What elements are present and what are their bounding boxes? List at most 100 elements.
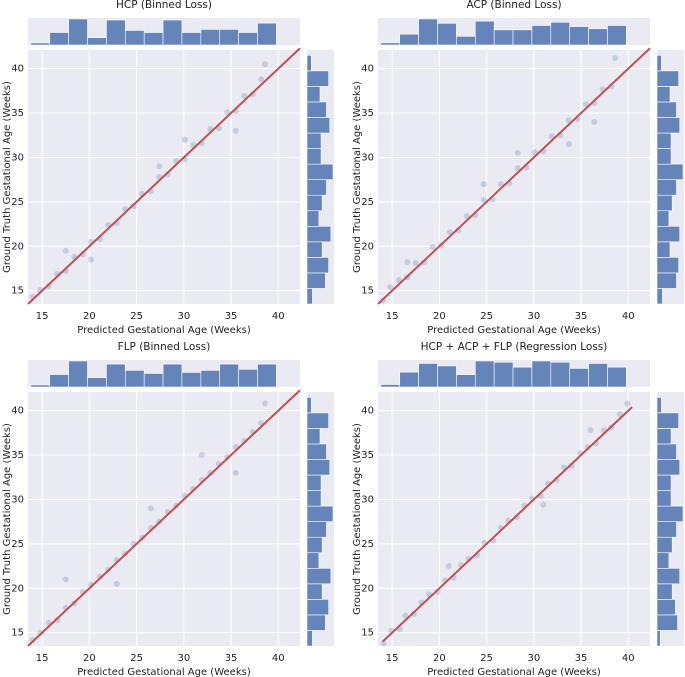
histogram-bar xyxy=(380,384,401,388)
histogram-bar xyxy=(306,536,323,554)
scatter-point xyxy=(262,400,269,407)
histogram-bar xyxy=(306,225,332,243)
histogram-bar xyxy=(306,474,322,491)
y-tick-label: 15 xyxy=(361,286,374,297)
histogram-bar xyxy=(257,363,277,388)
scatter-point xyxy=(565,141,572,148)
x-tick-label: 40 xyxy=(622,311,635,322)
scatter-point xyxy=(480,181,487,188)
scatter-point xyxy=(241,93,248,100)
scatter-point xyxy=(480,197,487,204)
x-tick-label: 30 xyxy=(177,311,190,322)
scatter-point xyxy=(224,109,231,116)
scatter-point xyxy=(395,277,402,284)
y-tick-label: 35 xyxy=(11,450,24,461)
scatter-point xyxy=(198,452,205,459)
histogram-bar xyxy=(306,459,331,476)
y-tick-label: 30 xyxy=(361,152,374,163)
histogram-bar xyxy=(418,363,438,388)
histogram-bar xyxy=(306,599,329,616)
histogram-bar xyxy=(493,361,514,388)
scatter-point xyxy=(113,580,120,587)
x-tick-label: 35 xyxy=(575,311,588,322)
panel-title: HCP (Binned Loss) xyxy=(116,0,212,11)
histogram-bar xyxy=(588,28,608,46)
histogram-bar xyxy=(512,29,533,46)
histogram-bar xyxy=(124,370,145,388)
histogram-bar xyxy=(106,19,126,46)
histogram-bar xyxy=(181,372,202,388)
histogram-bar xyxy=(162,19,183,46)
scatter-point xyxy=(262,61,269,68)
histogram-bar xyxy=(474,360,495,388)
histogram-bar xyxy=(143,32,164,46)
histogram-bar xyxy=(456,36,476,46)
histogram-bar xyxy=(68,18,88,46)
histogram-bar xyxy=(87,377,107,388)
scatter-point xyxy=(258,76,265,83)
histogram-bar xyxy=(656,55,662,72)
y-tick-label: 15 xyxy=(11,286,24,297)
scatter-point xyxy=(387,284,394,291)
histogram-bar xyxy=(399,371,419,388)
histogram-bar xyxy=(531,25,552,46)
scatter-point xyxy=(62,576,69,583)
histogram-bar xyxy=(306,148,322,165)
histogram-bar xyxy=(588,363,608,388)
x-tick-label: 30 xyxy=(177,653,190,664)
histogram-bar xyxy=(437,365,457,388)
y-tick-label: 35 xyxy=(11,108,24,119)
histogram-bar xyxy=(306,132,322,149)
histogram-bar xyxy=(306,101,327,118)
x-tick-label: 40 xyxy=(272,653,285,664)
histogram-bar xyxy=(656,552,670,569)
y-tick-label: 25 xyxy=(361,197,374,208)
histogram-bar xyxy=(68,360,88,388)
histogram-bar xyxy=(306,272,326,289)
histogram-bar xyxy=(656,536,673,554)
scatter-point xyxy=(463,213,470,220)
scatter-point xyxy=(514,165,521,172)
histogram-bar xyxy=(306,630,313,647)
histogram-bar xyxy=(474,20,495,46)
histogram-bar xyxy=(656,599,676,616)
x-axis-label: Predicted Gestational Age (Weeks) xyxy=(77,667,251,677)
histogram-bar xyxy=(306,521,327,538)
histogram-bar xyxy=(106,363,126,388)
x-tick-label: 20 xyxy=(433,653,446,664)
histogram-bar xyxy=(656,272,677,289)
y-tick-label: 25 xyxy=(361,539,374,550)
scatter-point xyxy=(540,501,547,508)
y-tick-label: 35 xyxy=(361,108,374,119)
histogram-bar xyxy=(306,288,313,305)
histogram-bar xyxy=(306,552,320,569)
scatter-point xyxy=(429,244,436,251)
x-tick-label: 20 xyxy=(433,311,446,322)
histogram-bar xyxy=(306,583,323,600)
histogram-bar xyxy=(49,32,69,46)
histogram-bar xyxy=(87,37,107,46)
y-tick-label: 25 xyxy=(11,197,24,208)
y-tick-label: 40 xyxy=(361,406,374,417)
panel-title: ACP (Binned Loss) xyxy=(466,0,561,11)
histogram-bar xyxy=(656,521,677,538)
y-tick-label: 40 xyxy=(361,64,374,75)
histogram-bar xyxy=(656,132,672,149)
histogram-bar xyxy=(418,18,438,46)
histogram-bar xyxy=(181,32,202,46)
histogram-bar xyxy=(656,70,679,87)
histogram-bar xyxy=(656,567,681,585)
scatter-point xyxy=(587,427,594,434)
histogram-bar xyxy=(306,86,321,103)
histogram-bar xyxy=(656,86,671,103)
histogram-bar xyxy=(607,366,627,388)
y-tick-label: 20 xyxy=(361,241,374,252)
y-tick-label: 20 xyxy=(361,583,374,594)
histogram-bar xyxy=(656,490,672,507)
histogram-bar xyxy=(569,368,589,388)
y-tick-label: 40 xyxy=(11,64,24,75)
scatter-point xyxy=(404,259,411,266)
scatter-point xyxy=(612,54,619,61)
scatter-point xyxy=(402,612,409,619)
histogram-bar xyxy=(569,26,589,46)
